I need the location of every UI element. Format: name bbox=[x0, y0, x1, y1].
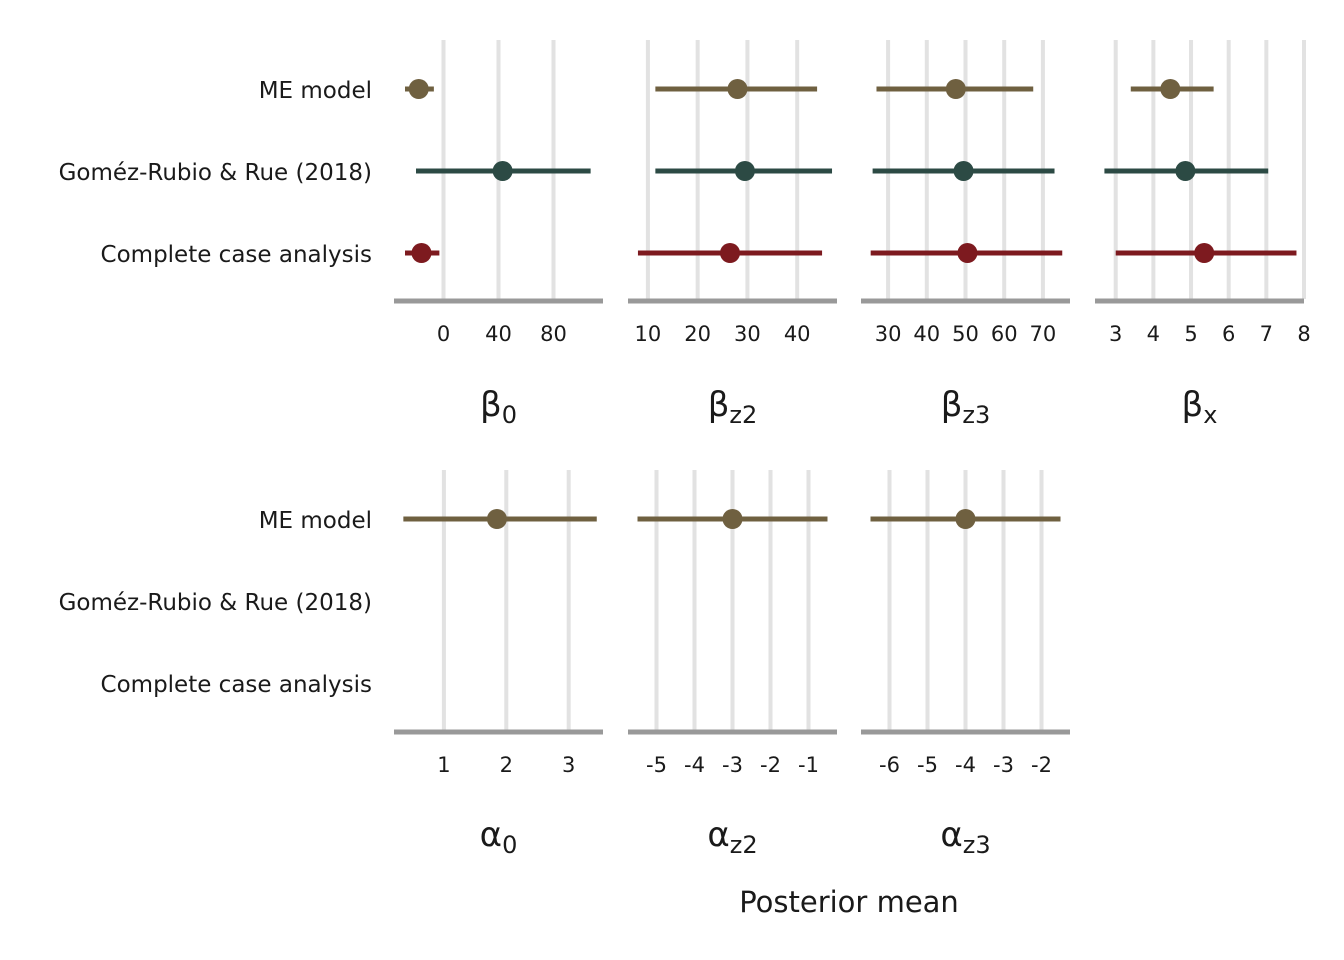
panel-alpha-z2: -5 -4 -3 -2 -1 αz2 bbox=[628, 470, 837, 859]
point-gom-z-rubio-rue-2018 bbox=[953, 161, 974, 181]
tick-label: 5 bbox=[1184, 322, 1197, 346]
point-me-model bbox=[955, 509, 976, 529]
tick-label: -5 bbox=[646, 753, 667, 777]
point-gom-z-rubio-rue-2018 bbox=[1175, 161, 1196, 181]
panel-title: αz3 bbox=[940, 815, 990, 859]
panel-title: αz2 bbox=[707, 815, 757, 859]
model-label-gomez-rubio: Goméz-Rubio & Rue (2018) bbox=[59, 160, 372, 186]
tick-label: 40 bbox=[485, 322, 512, 346]
tick-label: 60 bbox=[991, 322, 1018, 346]
tick-label: -4 bbox=[955, 753, 976, 777]
panel-title-subscript: z3 bbox=[962, 401, 990, 429]
point-gom-z-rubio-rue-2018 bbox=[734, 161, 755, 181]
point-me-model bbox=[408, 79, 429, 99]
model-label-me: ME model bbox=[259, 78, 372, 104]
panel-alpha-z3: -6 -5 -4 -3 -2 αz3 bbox=[861, 470, 1070, 859]
panel-title: βx bbox=[1182, 385, 1218, 429]
point-complete-case-analysis bbox=[720, 243, 741, 263]
panel-title-subscript: 0 bbox=[502, 831, 517, 859]
panel-title: α0 bbox=[480, 815, 518, 859]
tick-label: 10 bbox=[635, 322, 662, 346]
tick-label: -2 bbox=[1031, 753, 1052, 777]
panel-title-symbol: β bbox=[708, 385, 730, 425]
panel-beta-z3: 30 40 50 60 70 βz3 bbox=[861, 40, 1070, 429]
tick-label: -6 bbox=[879, 753, 900, 777]
panel-title: β0 bbox=[480, 385, 517, 429]
tick-label: 20 bbox=[684, 322, 711, 346]
tick-label: 40 bbox=[784, 322, 811, 346]
point-me-model bbox=[727, 79, 748, 99]
row-2-model-labels: ME model Goméz-Rubio & Rue (2018) Comple… bbox=[59, 508, 372, 698]
panel-title-subscript: x bbox=[1203, 401, 1217, 429]
panel-title-symbol: β bbox=[941, 385, 963, 425]
tick-label: 50 bbox=[952, 322, 979, 346]
tick-label: 70 bbox=[1030, 322, 1057, 346]
point-complete-case-analysis bbox=[1194, 243, 1215, 263]
panel-alpha-0: 1 2 3 α0 bbox=[394, 470, 603, 859]
point-gom-z-rubio-rue-2018 bbox=[492, 161, 513, 181]
panel-beta-x: 3 4 5 6 7 8 βx bbox=[1095, 40, 1311, 429]
panel-title-subscript: z2 bbox=[729, 401, 757, 429]
tick-label: 40 bbox=[913, 322, 940, 346]
tick-label: -1 bbox=[798, 753, 819, 777]
tick-label: -5 bbox=[917, 753, 938, 777]
row-1-model-labels: ME model Goméz-Rubio & Rue (2018) Comple… bbox=[59, 78, 372, 268]
tick-label: 4 bbox=[1147, 322, 1160, 346]
tick-label: 3 bbox=[1109, 322, 1122, 346]
panel-title-symbol: α bbox=[707, 815, 729, 855]
panel-title-subscript: z3 bbox=[963, 831, 991, 859]
model-label-complete-case-row2: Complete case analysis bbox=[101, 672, 372, 698]
panel-title-subscript: z2 bbox=[730, 831, 758, 859]
tick-label: -3 bbox=[722, 753, 743, 777]
panel-title: βz3 bbox=[941, 385, 991, 429]
point-complete-case-analysis bbox=[957, 243, 978, 263]
point-me-model bbox=[722, 509, 743, 529]
tick-label: -2 bbox=[760, 753, 781, 777]
tick-label: -4 bbox=[684, 753, 705, 777]
model-label-me-row2: ME model bbox=[259, 508, 372, 534]
tick-label: 2 bbox=[500, 753, 513, 777]
model-label-gomez-rubio-row2: Goméz-Rubio & Rue (2018) bbox=[59, 590, 372, 616]
tick-label: 6 bbox=[1222, 322, 1235, 346]
point-me-model bbox=[486, 509, 507, 529]
tick-label: -3 bbox=[993, 753, 1014, 777]
tick-label: 0 bbox=[437, 322, 450, 346]
panel-title: βz2 bbox=[708, 385, 758, 429]
x-axis-title: Posterior mean bbox=[739, 885, 959, 919]
point-me-model bbox=[945, 79, 966, 99]
point-complete-case-analysis bbox=[411, 243, 432, 263]
model-label-complete-case: Complete case analysis bbox=[101, 242, 372, 268]
tick-label: 3 bbox=[562, 753, 575, 777]
panel-title-symbol: β bbox=[1182, 385, 1204, 425]
tick-label: 30 bbox=[734, 322, 761, 346]
panel-title-symbol: β bbox=[480, 385, 502, 425]
tick-label: 80 bbox=[540, 322, 567, 346]
tick-label: 8 bbox=[1297, 322, 1310, 346]
panel-beta-z2: 10 20 30 40 βz2 bbox=[628, 40, 837, 429]
tick-label: 30 bbox=[875, 322, 902, 346]
tick-label: 1 bbox=[437, 753, 450, 777]
panel-title-subscript: 0 bbox=[502, 401, 517, 429]
tick-label: 7 bbox=[1260, 322, 1273, 346]
point-me-model bbox=[1160, 79, 1181, 99]
panel-title-symbol: α bbox=[940, 815, 962, 855]
panel-title-symbol: α bbox=[480, 815, 502, 855]
